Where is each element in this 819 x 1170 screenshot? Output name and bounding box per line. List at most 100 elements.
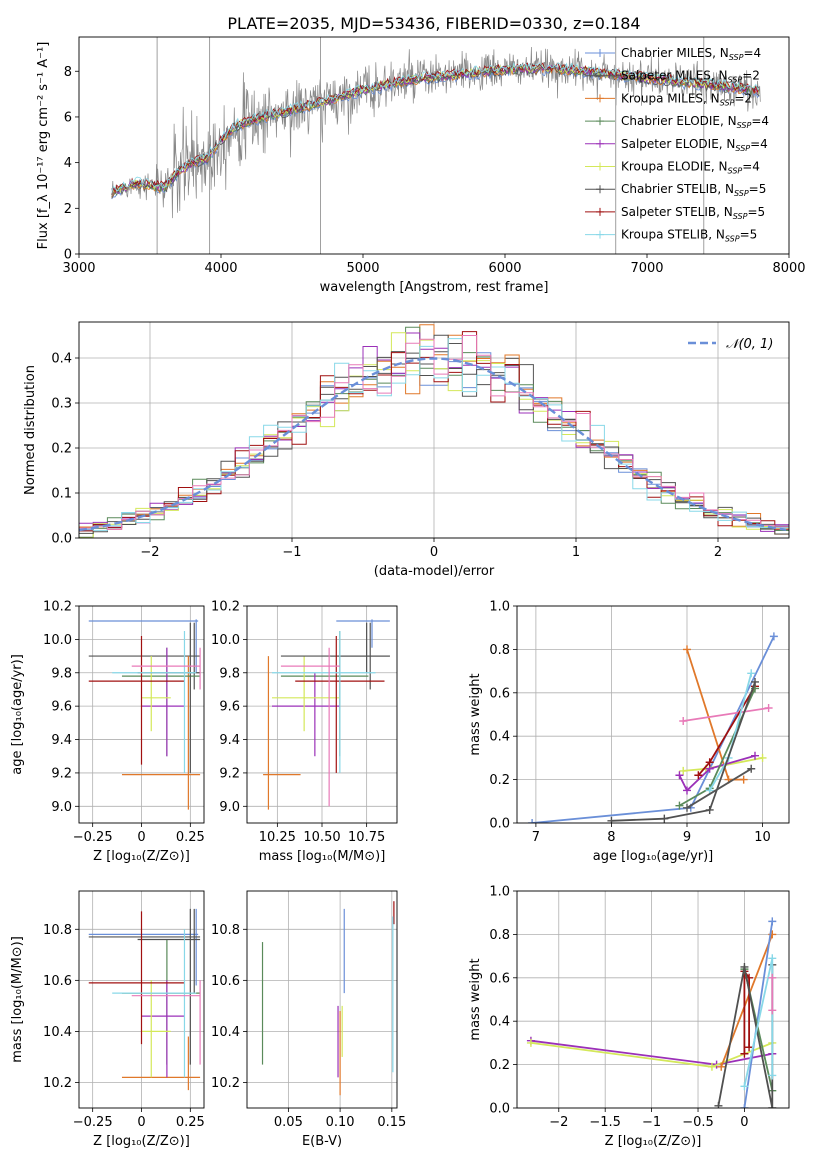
legend-marker [596,117,604,126]
weight-marker [740,962,749,971]
weight-marker [747,669,756,678]
y-tick-label: 10.2 [43,600,72,615]
weight-line-chabrier_miles [743,921,774,1108]
legend-marker [596,185,604,194]
y-tick-label: 10.8 [211,923,240,938]
legend-marker [596,49,604,57]
weight-marker [768,917,777,926]
x-tick-label: 0.15 [377,1115,406,1130]
weight-marker [768,1071,777,1080]
x-axis-label: E(B-V) [302,1134,342,1149]
x-tick-label: −1.5 [589,1115,621,1130]
legend-label: 𝒩(0, 1) [726,337,773,352]
x-axis-label: Z [log₁₀(Z/Z⊙)] [93,1134,190,1149]
axes-frame [78,321,790,539]
plot-area-weight_vs_Z [526,917,777,1108]
y-tick-label: 0.4 [489,730,510,745]
weight-marker [707,1062,716,1071]
weight-marker [675,771,684,780]
model-spectrum-kroupa_stelib [111,61,760,194]
y-axis-label: mass weight [468,958,483,1040]
axes-frame [516,605,790,824]
y-tick-label: 9.8 [219,666,240,681]
x-axis-label: age [log₁₀(age/yr)] [593,849,714,864]
y-tick-label: 0.1 [51,487,72,502]
weight-marker [768,973,777,982]
axes-frame [246,605,398,824]
figure-title: PLATE=2035, MJD=53436, FIBERID=0330, z=0… [227,14,640,33]
weight-line-pink [683,707,769,722]
x-tick-label: 7 [532,830,540,845]
plot-area-residuals [79,324,789,538]
axes-spectrum: 3000 4000 5000 6000 7000 8000 0 2 4 6 8 wavelength … [36,36,806,295]
legend-label: Salpeter ELODIE, NSSP=4 [621,137,768,153]
weight-marker [675,801,684,810]
weight-marker [739,775,748,784]
x-axis-label: Z [log₁₀(Z/Z⊙)] [605,1134,702,1149]
weight-line-salpeter_miles [686,768,752,809]
plot-area-spectrum [111,37,761,254]
x-tick-label: −1 [282,545,301,560]
y-tick-label: 9.4 [219,733,240,748]
y-tick-label: 0.0 [489,1102,510,1117]
y-axis-label: age [log₁₀(age/yr)] [10,654,25,775]
x-tick-label: 10.75 [348,830,385,845]
legend-marker [596,162,604,171]
weight-marker [768,1006,777,1015]
y-tick-label: 0.0 [51,532,72,547]
legend-marker [596,230,604,239]
residual-legend: 𝒩(0, 1) [688,337,773,352]
legend-label: Kroupa ELODIE, NSSP=4 [621,160,760,176]
x-tick-label: 0.05 [274,1115,303,1130]
legend-label: Salpeter MILES, NSSP=2 [621,69,760,85]
y-tick-label: 10.0 [43,633,72,648]
axes-frame [78,605,205,824]
y-tick-label: 0.0 [489,817,510,832]
x-tick-label: 2 [714,545,722,560]
axes-age_vs_Z: −0.25 0 0.25 9.0 9.2 9.4 9.6 9.8 10.0 10.2 Z [log₁… [10,600,205,865]
y-tick-label: 0.6 [489,686,510,701]
axes-age_vs_mass: 10.25 10.50 10.75 9.0 9.2 9.4 9.6 9.8 10.0 10.2 ma… [211,600,398,864]
axes-weight_vs_Z: −2 −1.5 −1 −0.5 0 0.0 0.2 0.4 0.6 0.8 1.0 Z [log₁₀(… [468,885,790,1149]
x-tick-label: −0.25 [73,1115,113,1130]
plot-area-weight_vs_age [528,632,778,823]
weight-marker [714,1101,723,1108]
y-tick-label: 10.2 [211,600,240,615]
axes-frame [78,36,790,255]
y-tick-label: 10.2 [43,1076,72,1091]
x-tick-label: 1 [572,545,580,560]
y-tick-label: 1.0 [489,600,510,615]
axes-residuals: −2 −1 0 1 2 0.0 0.1 0.2 0.3 0.4 (data-model)/error… [23,321,790,579]
y-tick-label: 0.2 [51,442,72,457]
weight-marker [705,758,714,767]
weight-marker [740,1082,749,1091]
y-tick-label: 0.2 [489,773,510,788]
x-tick-label: −0.25 [73,830,113,845]
x-tick-label: 10.25 [259,830,296,845]
weight-marker [769,632,778,641]
weight-marker [745,1043,754,1052]
axes-frame [246,890,398,1109]
axes-mass_vs_Z: −0.25 0 0.25 10.2 10.4 10.6 10.8 Z [log₁₀(Z/Z⊙)… [10,890,205,1149]
x-tick-label: 8 [607,830,615,845]
weight-marker [705,805,714,814]
legend-marker [596,71,604,80]
x-axis-label: wavelength [Angstrom, rest frame] [320,280,549,295]
x-tick-label: 9 [683,830,691,845]
weight-marker [526,1038,535,1047]
axes-mass_vs_ebv: 0.05 0.10 0.15 10.2 10.4 10.6 10.8 E(B-V) [211,890,406,1149]
normal-curve [79,357,787,532]
y-tick-label: 0.2 [489,1058,510,1073]
weight-marker [607,816,616,823]
legend-marker [596,139,604,148]
legend-label: Chabrier ELODIE, NSSP=4 [621,114,769,130]
y-tick-label: 4 [64,156,72,171]
x-tick-label: −0.5 [682,1115,714,1130]
weight-marker [683,803,691,812]
y-tick-label: 8 [64,65,72,80]
legend-marker [596,207,604,216]
weight-marker [694,771,703,780]
x-tick-label: 0.25 [176,1115,205,1130]
weight-marker [740,1104,749,1108]
weight-marker [758,753,767,762]
